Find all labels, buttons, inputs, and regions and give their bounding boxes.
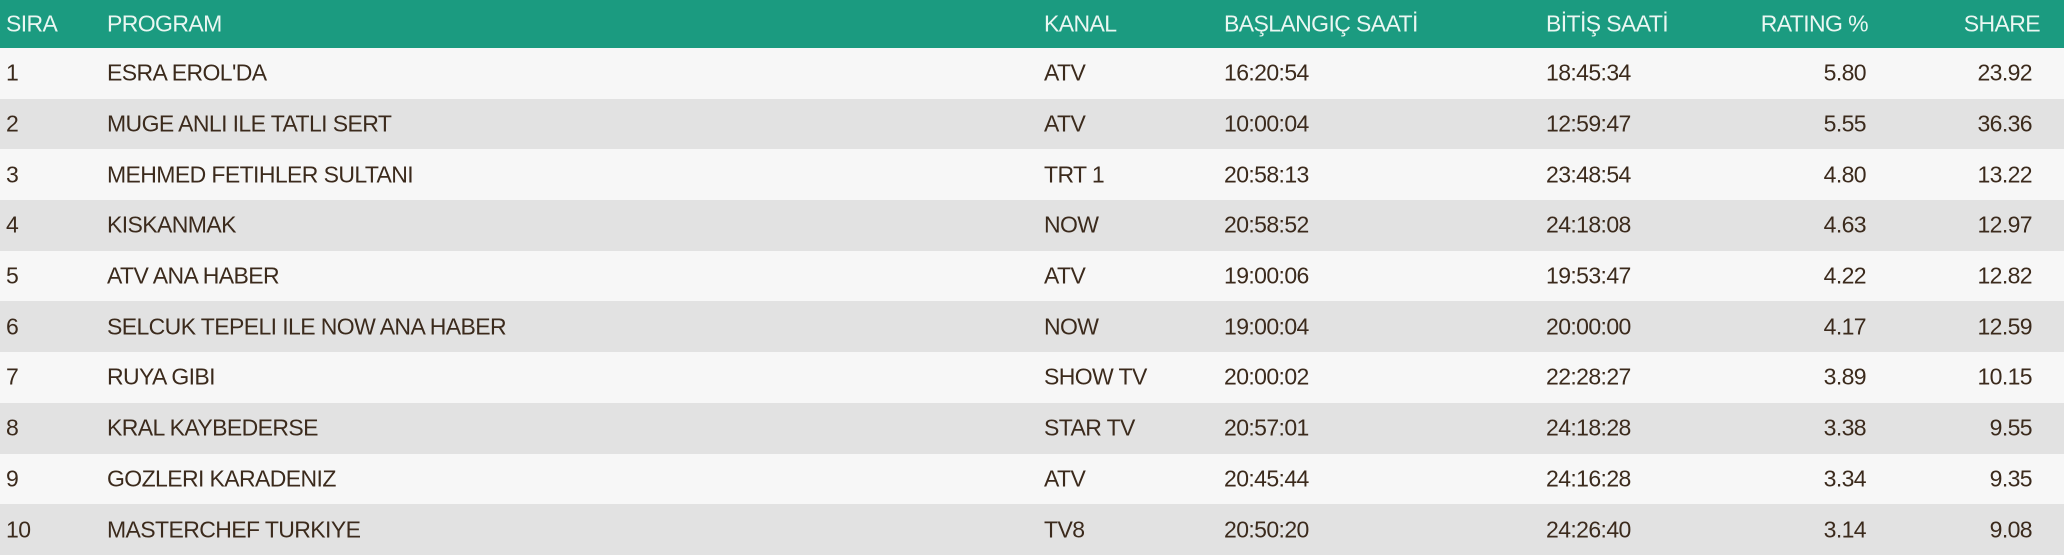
cell-program: ESRA EROL'DA xyxy=(107,59,267,86)
cell-program: ATV ANA HABER xyxy=(107,262,280,289)
cell-rating: 5.80 xyxy=(1823,59,1867,86)
cell-program: GOZLERI KARADENIZ xyxy=(107,465,336,492)
cell-kanal: TRT 1 xyxy=(1044,161,1105,188)
cell-bitis: 24:18:28 xyxy=(1546,414,1631,441)
cell-baslangic: 16:20:54 xyxy=(1224,59,1309,86)
table-row[interactable]: 2 MUGE ANLI ILE TATLI SERT ATV 10:00:04 12:5… xyxy=(0,98,2064,150)
cell-share: 9.08 xyxy=(1989,516,2033,543)
table-row[interactable]: 7 RUYA GIBI SHOW TV 20:00:02 22:28:27 3.89 10.… xyxy=(0,352,2064,403)
cell-kanal: ATV xyxy=(1044,59,1086,86)
cell-sira: 9 xyxy=(6,465,19,492)
cell-share: 9.55 xyxy=(1989,414,2033,441)
cell-baslangic: 20:57:01 xyxy=(1224,414,1309,441)
cell-bitis: 23:48:54 xyxy=(1546,161,1631,188)
table-row[interactable]: 10 MASTERCHEF TURKIYE TV8 20:50:20 24:26:40 3… xyxy=(0,504,2064,555)
table-row[interactable]: 3 MEHMED FETIHLER SULTANI TRT 1 20:58:13 23:… xyxy=(0,149,2064,201)
cell-baslangic: 19:00:04 xyxy=(1224,313,1309,340)
cell-share: 10.15 xyxy=(1977,363,2032,390)
header-share[interactable]: SHARE xyxy=(1963,10,2041,37)
cell-baslangic: 20:58:13 xyxy=(1224,161,1309,188)
cell-baslangic: 20:50:20 xyxy=(1224,516,1309,543)
cell-share: 36.36 xyxy=(1977,110,2032,137)
table-row[interactable]: 8 KRAL KAYBEDERSE STAR TV 20:57:01 24:18:28 3… xyxy=(0,402,2064,454)
cell-baslangic: 20:45:44 xyxy=(1224,465,1309,492)
header-baslangic[interactable]: BAŞLANGIÇ SAATİ xyxy=(1224,10,1418,37)
cell-rating: 3.14 xyxy=(1823,516,1867,543)
cell-program: KRAL KAYBEDERSE xyxy=(107,414,318,441)
cell-share: 13.22 xyxy=(1977,161,2032,188)
cell-sira: 8 xyxy=(6,414,19,441)
cell-bitis: 24:16:28 xyxy=(1546,465,1631,492)
cell-program: MEHMED FETIHLER SULTANI xyxy=(107,161,414,188)
header-sira[interactable]: SIRA xyxy=(6,10,58,37)
cell-kanal: NOW xyxy=(1044,211,1099,238)
cell-bitis: 19:53:47 xyxy=(1546,262,1631,289)
cell-kanal: NOW xyxy=(1044,313,1099,340)
cell-share: 12.97 xyxy=(1977,211,2032,238)
cell-bitis: 20:00:00 xyxy=(1546,313,1631,340)
header-kanal[interactable]: KANAL xyxy=(1044,10,1117,37)
cell-baslangic: 20:00:02 xyxy=(1224,363,1309,390)
cell-rating: 3.34 xyxy=(1823,465,1867,492)
cell-baslangic: 19:00:06 xyxy=(1224,262,1309,289)
cell-baslangic: 20:58:52 xyxy=(1224,211,1309,238)
table-row[interactable]: 9 GOZLERI KARADENIZ ATV 20:45:44 24:16:28 3.3… xyxy=(0,453,2064,505)
table-header: SIRA PROGRAM KANAL BAŞLANGIÇ SAATİ BİTİŞ… xyxy=(0,0,2064,48)
cell-sira: 5 xyxy=(6,262,19,289)
table-body: 1 ESRA EROL'DA ATV 16:20:54 18:45:34 5.80 23.9… xyxy=(0,48,2064,555)
cell-rating: 4.80 xyxy=(1823,161,1867,188)
table-row[interactable]: 6 SELCUK TEPELI ILE NOW ANA HABER NOW 19:00… xyxy=(0,301,2064,353)
cell-share: 12.59 xyxy=(1977,313,2032,340)
table-row[interactable]: 5 ATV ANA HABER ATV 19:00:06 19:53:47 4.22 12.… xyxy=(0,250,2064,302)
cell-kanal: ATV xyxy=(1044,465,1086,492)
cell-share: 23.92 xyxy=(1977,59,2032,86)
cell-bitis: 24:26:40 xyxy=(1546,516,1631,543)
cell-rating: 4.22 xyxy=(1823,262,1867,289)
cell-program: RUYA GIBI xyxy=(107,363,216,390)
cell-bitis: 12:59:47 xyxy=(1546,110,1631,137)
table-row[interactable]: 4 KISKANMAK NOW 20:58:52 24:18:08 4.63 12.97 xyxy=(0,200,2064,251)
cell-kanal: TV8 xyxy=(1044,516,1085,543)
header-rating[interactable]: RATING % xyxy=(1760,10,1869,37)
cell-rating: 3.38 xyxy=(1823,414,1867,441)
cell-bitis: 24:18:08 xyxy=(1546,211,1631,238)
cell-kanal: STAR TV xyxy=(1044,414,1135,441)
cell-sira: 10 xyxy=(6,516,31,543)
header-program[interactable]: PROGRAM xyxy=(107,10,222,37)
cell-rating: 3.89 xyxy=(1823,363,1867,390)
cell-baslangic: 10:00:04 xyxy=(1224,110,1309,137)
cell-sira: 1 xyxy=(6,59,19,86)
cell-sira: 2 xyxy=(6,110,19,137)
cell-program: MASTERCHEF TURKIYE xyxy=(107,516,361,543)
cell-program: SELCUK TEPELI ILE NOW ANA HABER xyxy=(107,313,507,340)
cell-kanal: ATV xyxy=(1044,262,1086,289)
cell-kanal: SHOW TV xyxy=(1044,363,1147,390)
cell-bitis: 18:45:34 xyxy=(1546,59,1631,86)
cell-sira: 6 xyxy=(6,313,19,340)
cell-share: 9.35 xyxy=(1989,465,2033,492)
cell-rating: 4.17 xyxy=(1823,313,1867,340)
cell-share: 12.82 xyxy=(1977,262,2032,289)
cell-kanal: ATV xyxy=(1044,110,1086,137)
cell-rating: 5.55 xyxy=(1823,110,1867,137)
table-row[interactable]: 1 ESRA EROL'DA ATV 16:20:54 18:45:34 5.80 23.9… xyxy=(0,48,2064,99)
cell-sira: 3 xyxy=(6,161,19,188)
cell-sira: 4 xyxy=(6,211,19,238)
cell-program: KISKANMAK xyxy=(107,211,236,238)
cell-program: MUGE ANLI ILE TATLI SERT xyxy=(107,110,392,137)
cell-bitis: 22:28:27 xyxy=(1546,363,1631,390)
header-bitis[interactable]: BİTİŞ SAATİ xyxy=(1546,10,1669,37)
cell-rating: 4.63 xyxy=(1823,211,1867,238)
cell-sira: 7 xyxy=(6,363,19,390)
